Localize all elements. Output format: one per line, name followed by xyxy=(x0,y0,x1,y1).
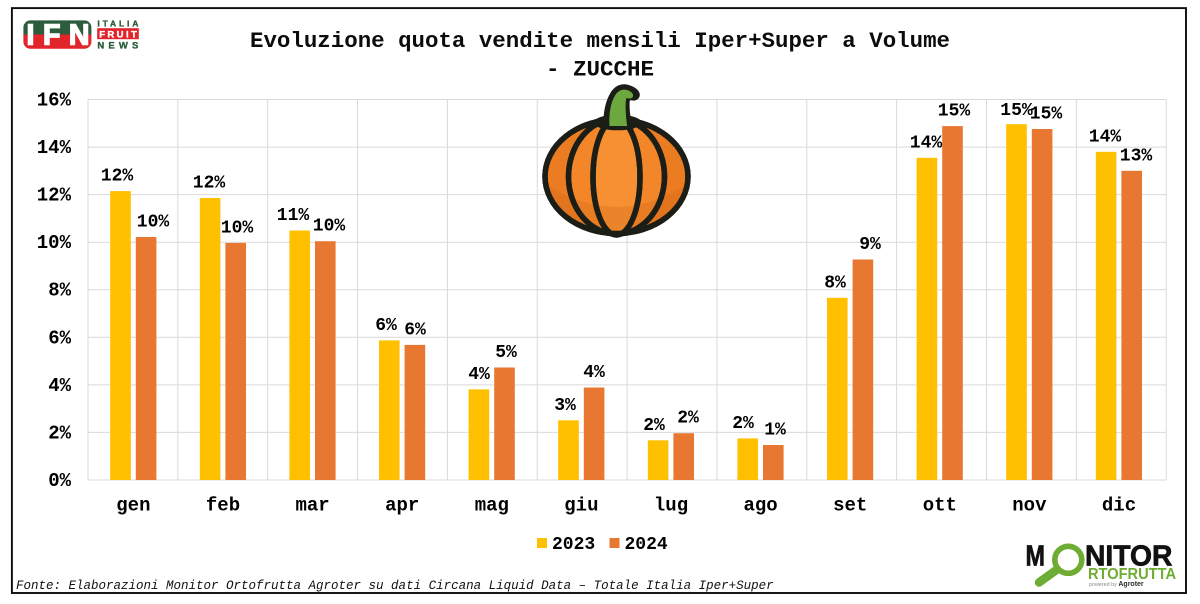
svg-text:lug: lug xyxy=(654,495,688,517)
svg-text:10%: 10% xyxy=(37,232,72,254)
svg-text:apr: apr xyxy=(385,495,419,517)
svg-text:ITALIA: ITALIA xyxy=(97,18,138,28)
svg-text:Fonte: Elaborazioni Monitor Or: Fonte: Elaborazioni Monitor Ortofrutta A… xyxy=(16,579,774,593)
svg-text:- ZUCCHE: - ZUCCHE xyxy=(546,57,654,83)
svg-text:feb: feb xyxy=(206,495,240,517)
svg-text:15%: 15% xyxy=(1000,101,1033,121)
svg-text:6%: 6% xyxy=(404,320,426,340)
svg-text:nov: nov xyxy=(1012,495,1047,517)
svg-text:set: set xyxy=(833,495,867,517)
svg-text:8%: 8% xyxy=(48,280,71,302)
svg-text:4%: 4% xyxy=(468,365,490,385)
svg-text:12%: 12% xyxy=(101,167,134,187)
svg-text:5%: 5% xyxy=(495,343,517,363)
svg-text:powered by Agroter: powered by Agroter xyxy=(1089,581,1144,588)
svg-text:15%: 15% xyxy=(1030,105,1063,125)
svg-text:ott: ott xyxy=(923,495,957,517)
svg-text:RTOFRUTTA: RTOFRUTTA xyxy=(1088,566,1176,583)
svg-text:8%: 8% xyxy=(824,273,846,293)
svg-text:1%: 1% xyxy=(764,421,786,441)
svg-text:14%: 14% xyxy=(910,133,943,153)
svg-text:15%: 15% xyxy=(938,102,971,122)
svg-text:0%: 0% xyxy=(48,470,71,492)
svg-text:2%: 2% xyxy=(48,422,71,444)
svg-text:2%: 2% xyxy=(643,416,665,436)
svg-text:Evoluzione quota vendite mensi: Evoluzione quota vendite mensili Iper+Su… xyxy=(250,28,950,54)
svg-text:12%: 12% xyxy=(37,185,72,207)
svg-text:2023: 2023 xyxy=(552,535,595,555)
svg-text:gen: gen xyxy=(116,495,150,517)
svg-text:10%: 10% xyxy=(313,217,346,237)
svg-text:NEWS: NEWS xyxy=(97,40,138,51)
svg-text:10%: 10% xyxy=(221,218,254,238)
svg-text:3%: 3% xyxy=(554,396,576,416)
svg-text:11%: 11% xyxy=(277,206,310,226)
svg-text:mag: mag xyxy=(475,495,509,517)
svg-text:giu: giu xyxy=(564,495,598,517)
svg-text:M: M xyxy=(1026,541,1046,573)
svg-text:14%: 14% xyxy=(1089,127,1122,147)
svg-text:4%: 4% xyxy=(48,375,71,397)
svg-text:16%: 16% xyxy=(37,90,72,112)
svg-text:4%: 4% xyxy=(583,363,605,383)
svg-text:6%: 6% xyxy=(48,327,71,349)
svg-text:9%: 9% xyxy=(859,235,881,255)
svg-text:2024: 2024 xyxy=(625,535,668,555)
svg-text:14%: 14% xyxy=(37,137,72,159)
svg-text:10%: 10% xyxy=(137,213,170,233)
svg-text:ago: ago xyxy=(743,495,777,517)
svg-text:6%: 6% xyxy=(375,316,397,336)
svg-text:FRUIT: FRUIT xyxy=(99,30,137,41)
svg-text:dic: dic xyxy=(1102,495,1136,517)
svg-text:mar: mar xyxy=(295,495,329,517)
svg-text:12%: 12% xyxy=(193,174,226,194)
svg-text:NITOR: NITOR xyxy=(1085,541,1173,573)
svg-text:2%: 2% xyxy=(677,409,699,429)
svg-text:13%: 13% xyxy=(1120,146,1153,166)
svg-text:2%: 2% xyxy=(732,414,754,434)
